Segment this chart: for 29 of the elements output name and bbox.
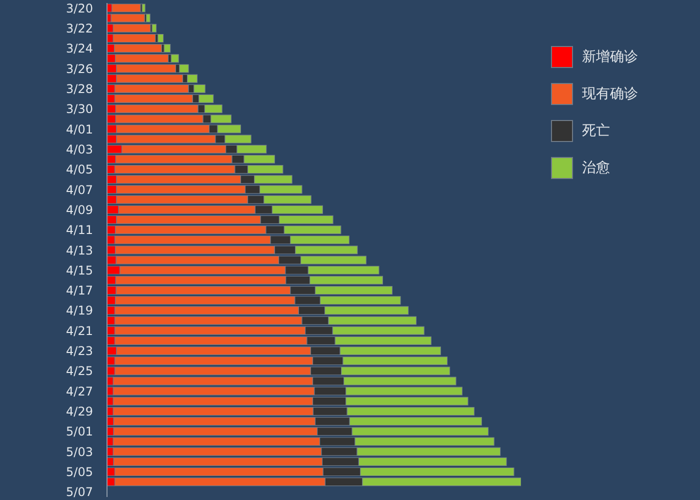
y-tick-label: 4/03 <box>66 142 93 156</box>
y-tick-label: 5/05 <box>66 465 93 480</box>
legend-label: 现有确诊 <box>582 85 638 103</box>
y-tick-label: 3/26 <box>66 62 93 76</box>
y-tick-label: 3/28 <box>66 82 93 96</box>
y-tick-label: 4/15 <box>66 263 93 278</box>
y-tick-label: 4/09 <box>66 202 93 217</box>
y-tick-label: 4/21 <box>66 324 93 338</box>
y-tick-label: 4/07 <box>66 182 93 197</box>
y-tick-label: 4/17 <box>66 284 93 298</box>
legend-label: 治愈 <box>582 159 610 177</box>
y-tick-label: 3/20 <box>66 1 93 16</box>
y-tick-label: 4/19 <box>66 304 93 318</box>
y-tick-label: 3/30 <box>66 102 93 116</box>
y-tick-label: 4/13 <box>66 243 93 258</box>
y-tick-label: 3/22 <box>66 21 93 36</box>
y-tick-label: 5/07 <box>66 485 93 500</box>
y-tick-label: 4/05 <box>66 162 93 177</box>
y-tick-label: 5/03 <box>66 444 93 459</box>
legend-label: 死亡 <box>582 122 610 140</box>
y-tick-label: 4/25 <box>66 364 93 378</box>
y-tick-label: 4/23 <box>66 344 93 358</box>
y-tick-label: 4/27 <box>66 384 93 398</box>
y-tick-label: 4/01 <box>66 122 93 136</box>
y-tick-label: 4/29 <box>66 404 93 419</box>
y-tick-label: 4/11 <box>66 223 93 238</box>
legend-label: 新增确诊 <box>582 48 638 66</box>
y-tick-label: 5/01 <box>66 424 93 439</box>
y-tick-label: 3/24 <box>66 42 93 56</box>
